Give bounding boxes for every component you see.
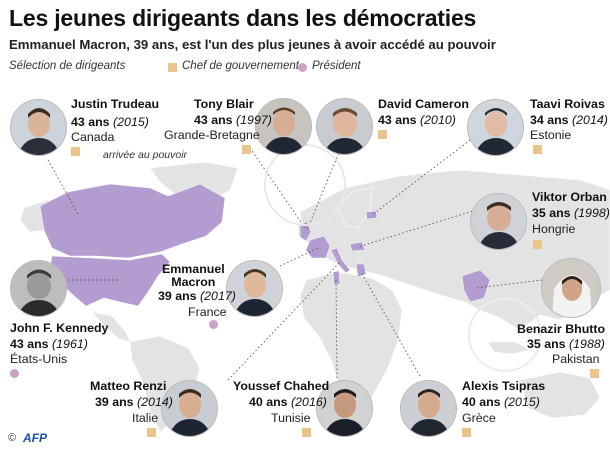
leader-name: Benazir Bhutto: [517, 322, 606, 336]
role-marker-head-of-government: [533, 145, 542, 154]
annotation-arrival: arrivée au pouvoir: [103, 149, 188, 161]
portrait-david-cameron: [316, 98, 373, 155]
role-marker-head-of-government: [533, 240, 542, 249]
leader-year: (2017): [200, 289, 236, 303]
portrait-justin-trudeau: [10, 99, 67, 156]
page-subtitle: Emmanuel Macron, 39 ans, est l'un des pl…: [9, 37, 496, 52]
leader-age: 39 ans: [158, 289, 197, 303]
leader-name: Justin Trudeau: [71, 97, 160, 111]
leader-name: Emmanuel Macron: [162, 262, 225, 289]
world-map: [19, 139, 610, 433]
leader-age-line: 43 ans (2015): [71, 115, 149, 129]
leader-name: Alexis Tsipras: [462, 379, 546, 393]
leader-name: Tony Blair: [194, 97, 254, 111]
leader-age: 34 ans: [530, 113, 569, 127]
leader-age: 43 ans: [378, 113, 417, 127]
leader-age-line: 39 ans (2014): [95, 395, 173, 409]
legend-swatch-president: [298, 63, 307, 72]
portrait-youssef-chahed: [316, 380, 373, 437]
leader-age: 43 ans: [10, 337, 49, 351]
portrait-emmanuel-macron: [226, 260, 283, 317]
leader-country: Grande-Bretagne: [164, 128, 260, 142]
afp-logo: AFP: [23, 431, 47, 445]
portrait-alexis-tsipras: [400, 380, 457, 437]
portrait-viktor-orban: [470, 193, 527, 250]
leader-year: (1961): [52, 337, 88, 351]
leader-country: États-Unis: [10, 352, 68, 366]
portrait-taavi-roivas: [467, 99, 524, 156]
portrait-matteo-renzi: [161, 380, 218, 437]
leader-year: (1988): [569, 337, 605, 351]
leader-country: Tunisie: [271, 411, 311, 425]
leader-age: 43 ans: [194, 113, 233, 127]
leader-age: 40 ans: [462, 395, 501, 409]
leader-age: 39 ans: [95, 395, 134, 409]
leader-age-line: 35 ans (1988): [527, 337, 605, 351]
leader-country: France: [188, 305, 227, 319]
role-marker-head-of-government: [147, 428, 156, 437]
leader-age: 43 ans: [71, 115, 110, 129]
leader-age-line: 40 ans (2015): [462, 395, 540, 409]
leader-age-line: 39 ans (2017): [158, 289, 236, 303]
role-marker-president: [10, 369, 19, 378]
leader-age-line: 35 ans (1998): [532, 206, 610, 220]
role-marker-head-of-government: [242, 145, 251, 154]
leader-name: Matteo Renzi: [90, 379, 167, 393]
leader-age-line: 43 ans (1961): [10, 337, 88, 351]
leader-year: (2015): [113, 115, 149, 129]
legend-swatch-head-of-government: [168, 63, 177, 72]
leader-year: (1997): [236, 113, 272, 127]
leader-year: (2014): [137, 395, 173, 409]
leader-name: David Cameron: [378, 97, 469, 111]
leader-age: 35 ans: [532, 206, 571, 220]
portrait-tony-blair: [255, 98, 312, 155]
leader-name: Youssef Chahed: [233, 379, 330, 393]
leader-year: (2016): [291, 395, 327, 409]
portrait-benazir-bhutto: [541, 258, 601, 318]
page-title: Les jeunes dirigeants dans les démocrati…: [9, 5, 477, 31]
leader-name: Viktor Orban: [532, 190, 607, 204]
afp-watermark: [468, 298, 542, 372]
role-marker-head-of-government: [462, 428, 471, 437]
leader-age: 35 ans: [527, 337, 566, 351]
portrait-john-f-kennedy: [10, 260, 67, 317]
legend-head-of-government: Chef de gouvernement: [182, 60, 299, 72]
leader-age-line: 43 ans (2010): [378, 113, 456, 127]
leader-age-line: 40 ans (2016): [249, 395, 327, 409]
leader-country: Canada: [71, 130, 115, 144]
role-marker-head-of-government: [71, 147, 80, 156]
leader-age: 40 ans: [249, 395, 288, 409]
leader-country: Grèce: [462, 411, 496, 425]
copyright-symbol: ©: [8, 432, 17, 444]
leader-country: Hongrie: [532, 222, 576, 236]
role-marker-head-of-government: [378, 130, 387, 139]
leader-year: (2010): [420, 113, 456, 127]
legend-label: Sélection de dirigeants: [9, 60, 126, 72]
leader-country: Estonie: [530, 128, 572, 142]
leader-country: Pakistan: [552, 352, 600, 366]
leader-age-line: 34 ans (2014): [530, 113, 608, 127]
role-marker-head-of-government: [302, 428, 311, 437]
leader-year: (2015): [504, 395, 540, 409]
leader-country: Italie: [132, 411, 159, 425]
leader-year: (1998): [574, 206, 610, 220]
leader-age-line: 43 ans (1997): [194, 113, 272, 127]
leader-name: John F. Kennedy: [10, 321, 109, 335]
legend-president: Président: [312, 60, 361, 72]
leader-year: (2014): [572, 113, 608, 127]
leader-name: Taavi Roivas: [530, 97, 605, 111]
role-marker-president: [209, 320, 218, 329]
role-marker-head-of-government: [590, 369, 599, 378]
